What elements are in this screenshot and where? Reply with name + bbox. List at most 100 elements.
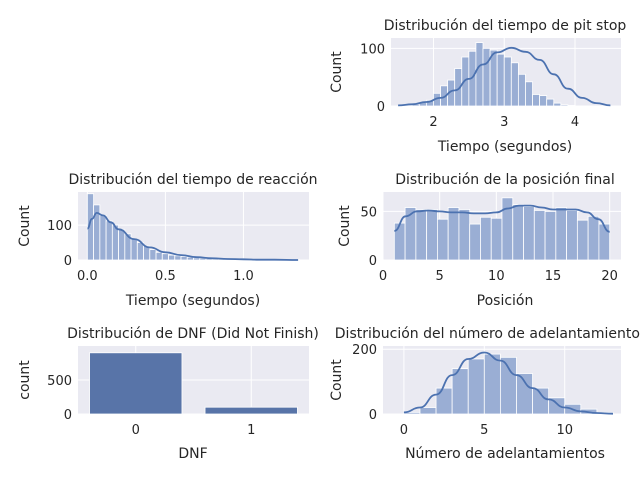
reac-y-tick-label: 100	[47, 219, 72, 234]
pos-x-tick-label: 0	[379, 269, 387, 284]
pos-bar	[544, 211, 557, 261]
pos-x-tick-label: 5	[436, 269, 444, 284]
overtakes-histogram: 0 5 10 0 200 Distribución del número de ade…	[329, 326, 640, 462]
pos-y-ticks: 0 50	[360, 205, 377, 269]
pit-bar	[510, 62, 519, 107]
pit-bar	[496, 53, 505, 107]
pit-kde-line	[398, 46, 611, 107]
pit-x-tick-label: 2	[429, 115, 437, 130]
dnf-x-label: DNF	[178, 446, 207, 462]
pos-bar	[533, 210, 546, 261]
pos-bar	[490, 217, 503, 261]
reac-y-tick-label: 0	[64, 254, 72, 269]
pit-stop-histogram: 2 3 4 0 100 Distribución del tiempo de pit …	[329, 18, 626, 155]
pos-x-ticks: 0 5 10 15 20	[379, 269, 618, 284]
dnf-bar	[204, 406, 298, 415]
over-bars	[403, 353, 614, 415]
pos-bar	[566, 210, 578, 261]
reac-bar	[130, 238, 138, 261]
reac-bar	[161, 253, 169, 261]
pit-bar	[546, 98, 555, 107]
reac-x-tick-label: 0.5	[155, 269, 176, 284]
reac-bar	[136, 242, 144, 261]
over-y-tick-label: 0	[369, 408, 377, 423]
pit-title: Distribución del tiempo de pit stop	[384, 18, 627, 34]
pos-bar	[480, 216, 492, 261]
reac-y-label: Count	[17, 205, 33, 247]
pos-bar	[576, 219, 589, 261]
over-bar	[419, 407, 437, 415]
pos-x-tick-label: 10	[488, 269, 505, 284]
pos-bar	[458, 209, 471, 261]
over-x-label: Número de adelantamientos	[405, 446, 605, 462]
reac-bar	[118, 228, 126, 261]
dnf-y-ticks: 0 500	[47, 374, 72, 423]
reac-bar	[174, 255, 182, 261]
dnf-y-tick-label: 0	[64, 408, 72, 423]
over-bar	[435, 387, 453, 415]
reac-bar	[111, 224, 119, 261]
final-position-histogram: 0 5 10 15 20 0 50 Distribución de la posición…	[337, 172, 621, 309]
pit-x-ticks: 2 3 4	[429, 115, 579, 130]
dnf-x-tick-label: 1	[247, 423, 255, 438]
reac-bar	[155, 251, 163, 261]
dnf-x-tick-label: 0	[132, 423, 140, 438]
pit-bar	[489, 49, 498, 107]
pos-bar	[447, 207, 460, 261]
dnf-bar	[89, 352, 183, 415]
pit-y-label: Count	[329, 51, 345, 93]
pit-bar	[475, 42, 484, 107]
dnf-y-label: count	[17, 360, 33, 400]
pos-bar	[415, 209, 428, 261]
over-title: Distribución del número de adelantamient…	[335, 326, 640, 342]
over-x-tick-label: 0	[400, 423, 408, 438]
pos-bar	[587, 215, 600, 261]
pit-x-tick-label: 4	[571, 115, 579, 130]
pos-bars	[393, 197, 611, 261]
over-bar	[483, 353, 501, 415]
pos-y-tick-label: 50	[360, 205, 377, 220]
pos-y-label: Count	[337, 205, 353, 247]
reac-bar	[180, 256, 188, 261]
reac-y-ticks: 0 100	[47, 219, 72, 269]
over-x-tick-label: 10	[556, 423, 573, 438]
reac-x-ticks: 0.0 0.5 1.0	[77, 269, 254, 284]
reac-kde-line	[86, 211, 299, 261]
dnf-title: Distribución de DNF (Did Not Finish)	[67, 326, 319, 342]
pit-y-ticks: 0 100	[360, 42, 385, 115]
over-bar	[467, 358, 485, 415]
pit-bar	[560, 104, 569, 107]
reac-bar	[99, 214, 107, 261]
pos-title: Distribución de la posición final	[395, 172, 614, 188]
reac-bar	[105, 220, 113, 261]
pos-bar	[436, 218, 449, 261]
over-x-tick-label: 5	[480, 423, 488, 438]
reac-bar	[193, 257, 201, 261]
pit-bar	[517, 73, 526, 107]
reac-x-tick-label: 0.0	[77, 269, 98, 284]
pos-bar	[512, 204, 524, 261]
pos-bar	[426, 209, 438, 261]
over-y-tick-label: 200	[352, 343, 377, 358]
reac-bar	[149, 249, 157, 261]
pit-bar	[532, 94, 541, 107]
reac-title: Distribución del tiempo de reacción	[68, 172, 317, 188]
pos-bar	[598, 223, 611, 261]
over-x-ticks: 0 5 10	[400, 423, 573, 438]
over-y-label: Count	[329, 359, 345, 401]
pit-y-tick-label: 0	[377, 100, 385, 115]
pos-bar	[523, 206, 535, 261]
pos-x-tick-label: 15	[545, 269, 562, 284]
over-bar	[516, 373, 533, 415]
pos-bar	[393, 222, 406, 261]
dnf-y-tick-label: 500	[47, 374, 72, 389]
pit-bar	[567, 105, 576, 107]
pit-bar	[482, 47, 491, 107]
pos-y-tick-label: 0	[369, 254, 377, 269]
pit-bar	[539, 95, 548, 107]
pos-x-tick-label: 20	[601, 269, 618, 284]
over-kde-line	[403, 351, 614, 415]
pos-x-label: Posición	[477, 293, 534, 309]
